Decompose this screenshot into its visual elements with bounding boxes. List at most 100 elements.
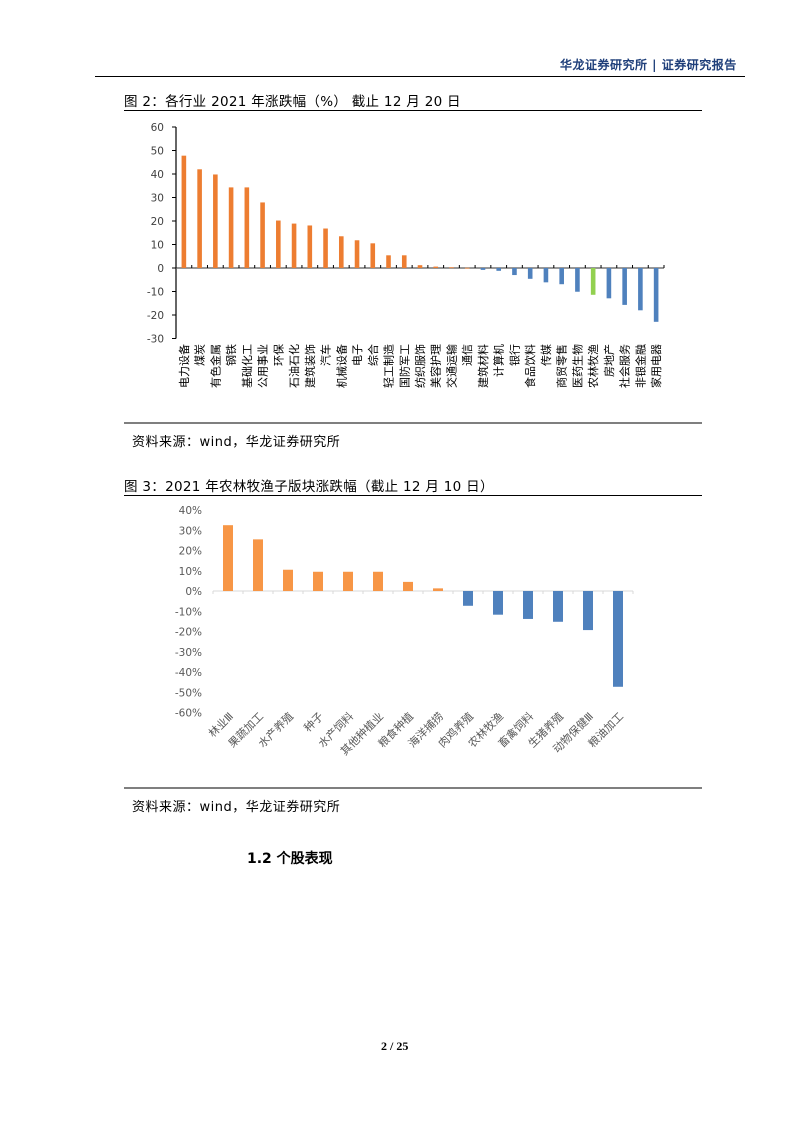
figure2-x-labels: 电力设备 煤炭 有色金属 钢铁 基础化工 公用事业 环保 石油石化 建筑装饰 汽车 机械设备 电子 综合… xyxy=(177,344,663,388)
y-tick-label: 50 xyxy=(151,146,164,158)
x-tick-label: 交通运输 xyxy=(444,344,458,388)
y-tick-label: -20 xyxy=(147,310,164,322)
x-tick-label: 通信 xyxy=(461,344,474,366)
bar xyxy=(223,525,233,591)
figure3-bars xyxy=(212,525,634,687)
bar xyxy=(463,591,473,606)
bar xyxy=(575,268,580,292)
bar xyxy=(403,581,413,591)
figure3-source-divider xyxy=(124,787,702,789)
bar xyxy=(613,591,623,687)
x-tick-label: 钢铁 xyxy=(225,344,238,366)
y-tick-label: 0% xyxy=(185,586,202,598)
bar xyxy=(553,591,563,622)
bar xyxy=(523,591,533,619)
bar xyxy=(343,571,353,591)
y-tick-label: 40% xyxy=(179,505,202,517)
bar xyxy=(417,265,423,268)
figure3-source: 资料来源：wind，华龙证券研究所 xyxy=(132,800,341,815)
x-tick-label: 社会服务 xyxy=(618,344,632,388)
y-tick-label: -10 xyxy=(147,287,164,299)
x-tick-label: 医药生物 xyxy=(570,344,584,388)
y-tick-label: 20 xyxy=(151,216,164,228)
x-tick-label: 国防军工 xyxy=(397,344,411,388)
figure2-title-underline xyxy=(124,110,702,111)
bar xyxy=(527,268,533,279)
x-tick-label: 纺织服饰 xyxy=(413,344,427,388)
bar xyxy=(283,569,293,591)
bar xyxy=(583,591,593,631)
y-tick-label: -50% xyxy=(175,687,202,699)
header-divider xyxy=(95,76,745,77)
figure2-y-axis: 60 50 40 30 20 10 0 -10 -20 -30 xyxy=(147,122,177,346)
bar xyxy=(559,268,564,285)
bar xyxy=(606,268,612,299)
x-tick-label: 石油石化 xyxy=(287,344,301,388)
bar xyxy=(276,220,281,268)
bar xyxy=(638,268,643,311)
bar xyxy=(354,240,360,268)
figure3-chart: 40% 30% 20% 10% 0% -10% -20% -30% -40% -50% -60% 林… xyxy=(175,505,634,758)
y-tick-label: 10 xyxy=(151,240,164,252)
figure2-chart: 60 50 40 30 20 10 0 -10 -20 -30 电力设备 煤炭 有色金属 钢铁 基础化工公… xyxy=(147,122,665,388)
x-tick-label: 煤炭 xyxy=(194,344,207,366)
bar xyxy=(244,187,250,268)
x-tick-label: 电力设备 xyxy=(177,344,191,388)
x-tick-label: 基础化工 xyxy=(240,344,254,388)
bar xyxy=(386,255,391,268)
y-tick-label: -10% xyxy=(175,606,202,618)
x-tick-label: 计算机 xyxy=(492,344,506,377)
figure3-y-axis: 40% 30% 20% 10% 0% -10% -20% -30% -40% -50% -60% xyxy=(175,505,202,720)
x-tick-label: 种子 xyxy=(301,709,326,734)
x-tick-label: 机械设备 xyxy=(334,344,348,388)
bar xyxy=(323,228,328,268)
x-tick-label: 电子 xyxy=(351,344,364,366)
bar xyxy=(228,187,234,268)
x-tick-label: 环保 xyxy=(271,344,285,366)
bar xyxy=(543,268,549,283)
bar xyxy=(260,202,265,268)
y-tick-label: -60% xyxy=(175,708,202,720)
figure3-title: 图 3：2021 年农林牧渔子版块涨跌幅（截止 12 月 10 日） xyxy=(124,479,494,495)
x-tick-label: 综合 xyxy=(366,344,380,366)
x-tick-label: 汽车 xyxy=(319,344,333,366)
x-tick-label: 美容护理 xyxy=(429,344,443,388)
bar xyxy=(512,268,517,276)
y-tick-label: 30% xyxy=(179,525,202,537)
bar xyxy=(433,266,439,268)
y-tick-label: 20% xyxy=(179,546,202,558)
bar xyxy=(449,267,454,269)
y-tick-label: 30 xyxy=(151,193,164,205)
y-tick-label: 40 xyxy=(151,169,164,181)
bar xyxy=(433,588,443,591)
bar xyxy=(370,243,376,268)
section-heading: 1.2 个股表现 xyxy=(247,851,333,867)
figure2-title: 图 2：各行业 2021 年涨跌幅（%） 截止 12 月 20 日 xyxy=(124,94,461,110)
x-tick-label: 非银金融 xyxy=(633,344,647,388)
y-tick-label: -30% xyxy=(175,647,202,659)
bar xyxy=(401,255,407,268)
y-tick-label: 10% xyxy=(179,566,202,578)
x-tick-label: 食品饮料 xyxy=(523,344,537,388)
x-tick-label: 家用电器 xyxy=(649,344,663,388)
bar xyxy=(253,539,263,591)
figure2-bars xyxy=(175,155,665,322)
x-tick-label: 轻工制造 xyxy=(382,344,396,388)
report-header: 华龙证券研究所 | 证券研究报告 xyxy=(560,58,737,72)
y-tick-label: 0 xyxy=(157,263,164,275)
x-tick-label: 房地产 xyxy=(602,344,616,377)
bar xyxy=(313,571,323,591)
figure3-title-underline xyxy=(124,495,702,496)
bar xyxy=(496,268,502,271)
x-tick-label: 公用事业 xyxy=(257,344,270,388)
bar xyxy=(197,169,202,268)
bar xyxy=(373,571,383,591)
bar xyxy=(480,268,486,270)
figure2-source-divider xyxy=(124,422,702,424)
bar xyxy=(493,591,503,615)
bar xyxy=(291,223,297,268)
y-tick-label: -40% xyxy=(175,667,202,679)
x-tick-label: 建筑装饰 xyxy=(303,344,317,388)
x-tick-label: 商贸零售 xyxy=(555,344,569,388)
